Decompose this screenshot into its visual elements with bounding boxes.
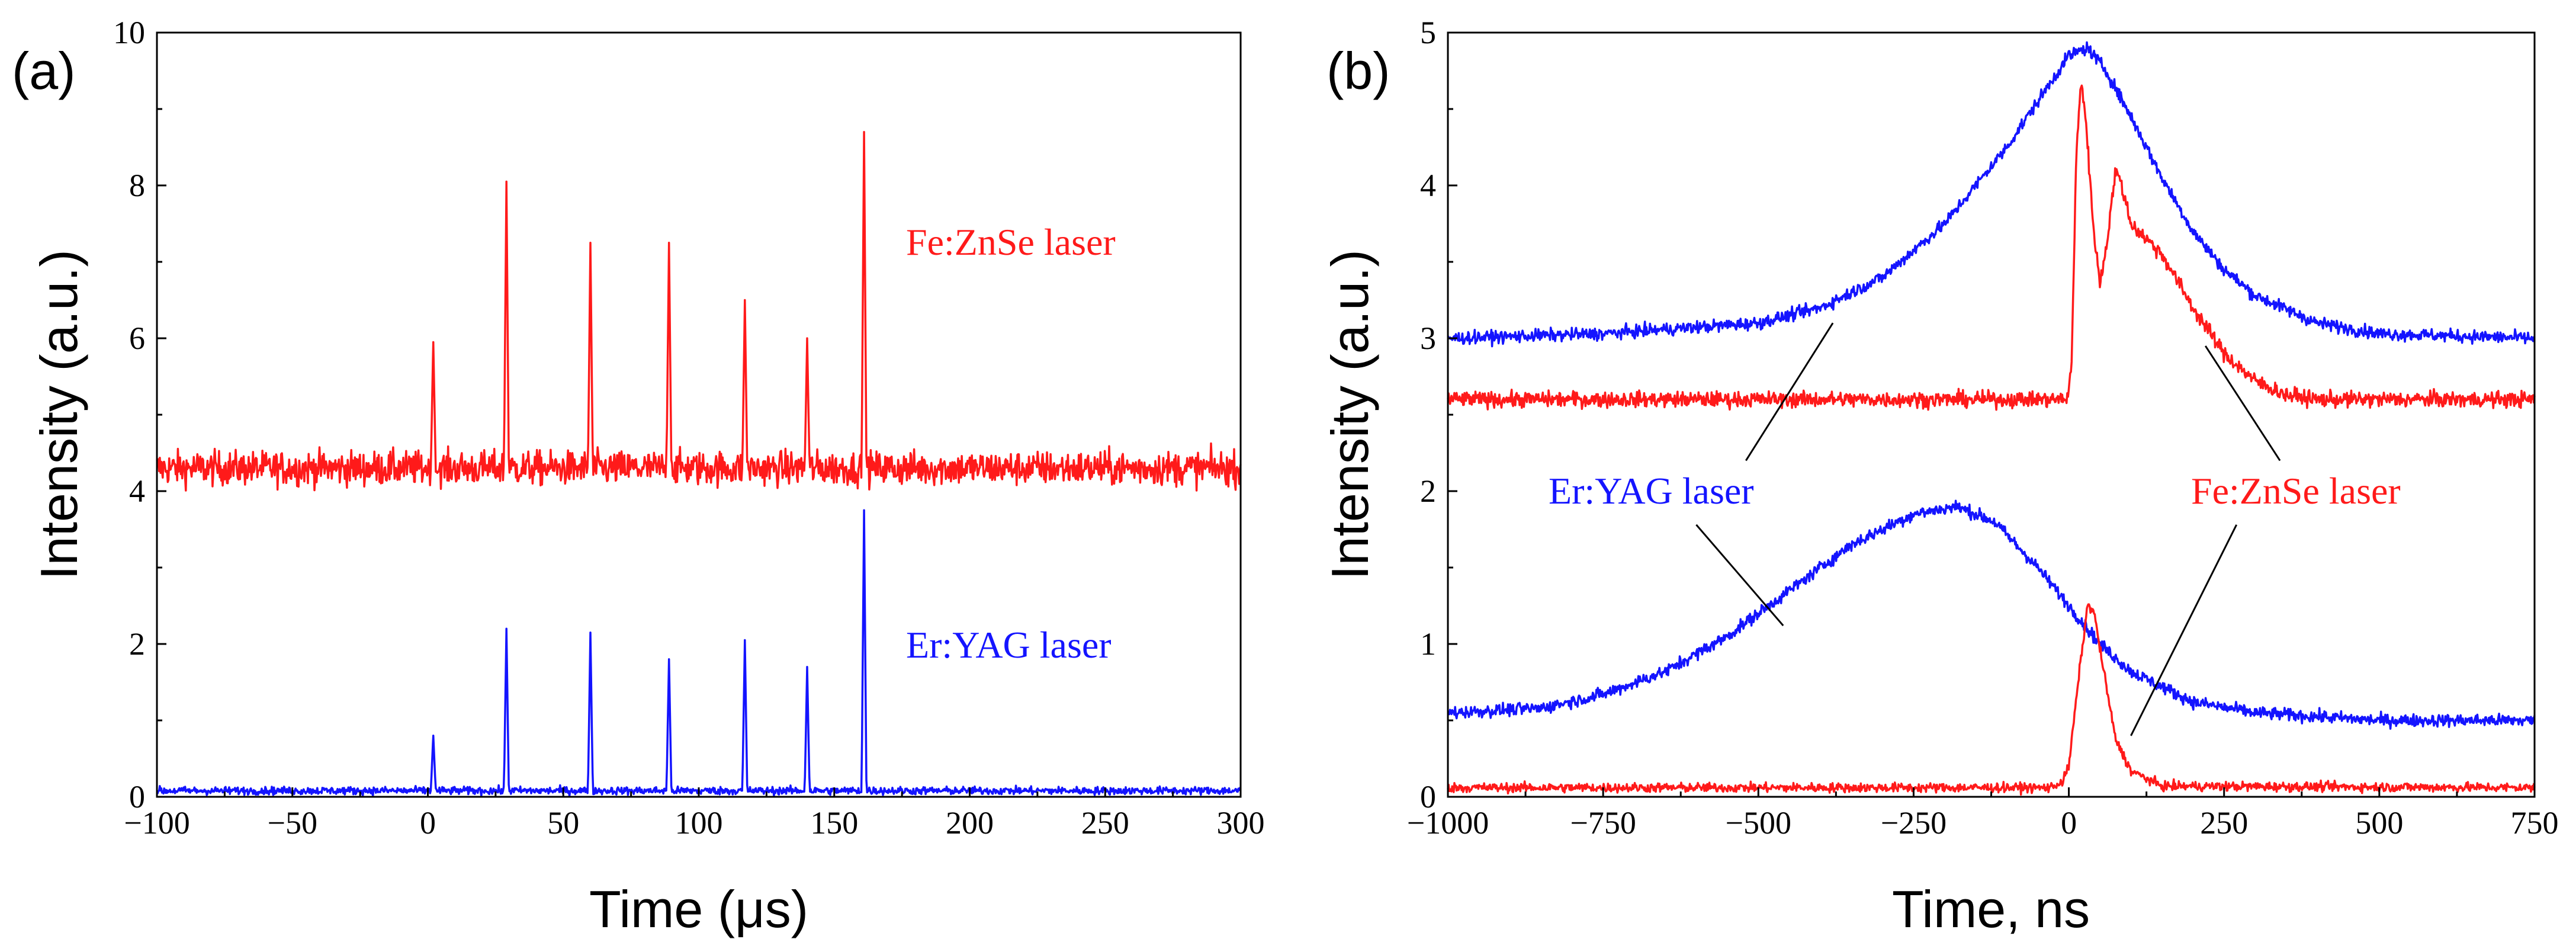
annotation-fe-znse-a: Fe:ZnSe laser <box>906 221 1116 263</box>
panel-a-frame <box>156 31 1242 798</box>
y-tick-label: 0 <box>129 779 145 815</box>
x-tick-label: 50 <box>547 805 579 841</box>
x-tick-label: 0 <box>2061 805 2077 841</box>
y-tick-label: 4 <box>129 473 145 509</box>
x-tick-label: 200 <box>946 805 994 841</box>
leader-line <box>2204 345 2281 462</box>
panel-b-xlabel: Time, ns <box>1892 880 2090 938</box>
annotation-er-yag-a: Er:YAG laser <box>906 624 1112 666</box>
x-tick-label: 300 <box>1217 805 1265 841</box>
series-line-fe-znse-laser-lower <box>1447 603 2536 796</box>
x-tick-label: −50 <box>268 805 317 841</box>
y-tick-label: 10 <box>113 15 145 50</box>
panel-a-xticks: −100 −50 0 50 100 150 200 250 300 <box>124 787 1265 841</box>
leader-line <box>1695 524 1784 627</box>
panel-a-yticks: 0 2 4 6 8 10 <box>113 15 166 815</box>
panel-a-ylabel: Intensity (a.u.) <box>30 249 88 580</box>
x-tick-label: 500 <box>2355 805 2403 841</box>
panel-b-yticks: 0 1 2 3 4 5 <box>1420 15 1457 815</box>
x-tick-label: 250 <box>1081 805 1129 841</box>
leader-line <box>2130 524 2238 736</box>
series-line-fe-znse-laser <box>156 130 1242 492</box>
y-tick-label: 4 <box>1420 168 1436 203</box>
series-line-er-yag-laser-lower <box>1447 499 2536 730</box>
x-tick-label: 100 <box>675 805 723 841</box>
x-tick-label: −750 <box>1570 805 1636 841</box>
series-line-fe-znse-laser-upper <box>1447 84 2536 411</box>
panel-a: (a) −100 −50 0 50 100 150 200 250 300 0 2 4 6 8 10 Ti… <box>12 15 1265 938</box>
x-tick-label: 0 <box>420 805 436 841</box>
panel-a-label: (a) <box>12 41 76 100</box>
panel-b: (b) −1000 −750 −500 −250 0 250 500 750 0 1 2 3 4 5 T… <box>1321 15 2559 938</box>
panel-b-leader-lines <box>1695 322 2281 736</box>
y-tick-label: 2 <box>1420 473 1436 509</box>
panel-a-xlabel: Time (μs) <box>589 880 808 938</box>
x-tick-label: 150 <box>810 805 858 841</box>
x-tick-label: −250 <box>1881 805 1947 841</box>
y-tick-label: 2 <box>129 626 145 662</box>
y-tick-label: 6 <box>129 321 145 356</box>
series-line-er-yag-laser-upper <box>1447 41 2536 348</box>
panel-b-frame <box>1447 31 2536 798</box>
leader-line <box>1745 322 1834 462</box>
x-tick-label: 750 <box>2511 805 2559 841</box>
x-tick-label: −1000 <box>1407 805 1489 841</box>
y-tick-label: 0 <box>1420 779 1436 815</box>
y-tick-label: 1 <box>1420 626 1436 662</box>
y-tick-label: 3 <box>1420 321 1436 356</box>
x-tick-label: −500 <box>1726 805 1791 841</box>
x-tick-label: 250 <box>2200 805 2248 841</box>
annotation-er-yag-b: Er:YAG laser <box>1549 470 1754 512</box>
panel-b-label: (b) <box>1326 41 1390 100</box>
y-tick-label: 5 <box>1420 15 1436 50</box>
x-tick-label: −100 <box>124 805 189 841</box>
y-tick-label: 8 <box>129 168 145 203</box>
panel-b-xticks: −1000 −750 −500 −250 0 250 500 750 <box>1407 787 2559 841</box>
annotation-fe-znse-b: Fe:ZnSe laser <box>2191 470 2401 512</box>
panel-b-ylabel: Intensity (a.u.) <box>1321 249 1379 580</box>
panel-b-series-group <box>1447 41 2536 796</box>
